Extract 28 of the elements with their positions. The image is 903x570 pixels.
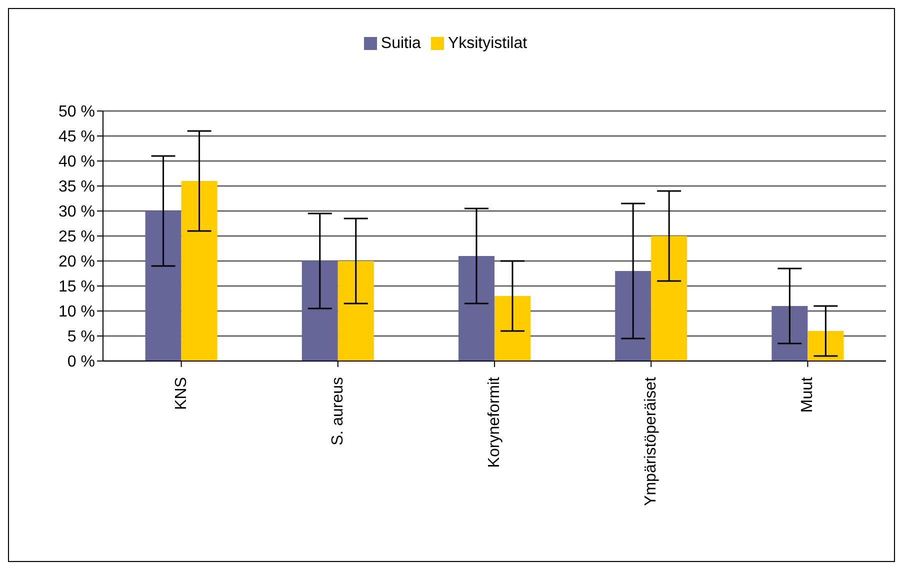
bar <box>338 261 374 361</box>
y-tick-label: 15 % <box>58 278 95 296</box>
y-tick-label: 20 % <box>58 254 95 271</box>
bar <box>145 211 182 361</box>
y-tick-label: 35 % <box>58 178 95 196</box>
x-tick-label: Koryneformit <box>486 376 503 468</box>
bar <box>808 331 844 361</box>
bar <box>458 256 494 361</box>
y-tick-label: 40 % <box>58 154 95 171</box>
legend-label: Suitia <box>380 35 421 52</box>
x-tick-label: Ympäristöperäiset <box>642 376 660 506</box>
bar <box>651 236 688 361</box>
legend-label: Yksityistilat <box>448 35 528 52</box>
bar <box>494 296 530 361</box>
bar <box>772 306 808 361</box>
bar <box>615 271 652 361</box>
y-tick-label: 5 % <box>67 328 95 346</box>
x-tick-label: KNS <box>172 377 190 410</box>
y-tick-label: 45 % <box>58 128 95 146</box>
y-tick-label: 10 % <box>58 304 95 321</box>
y-tick-label: 0 % <box>67 354 95 371</box>
y-tick-label: 50 % <box>58 104 95 121</box>
bar <box>181 181 218 361</box>
bar <box>302 261 338 361</box>
x-tick-label: Muut <box>799 376 816 413</box>
x-tick-label: S. aureus <box>329 377 346 446</box>
y-tick-label: 25 % <box>58 228 95 246</box>
y-tick-label: 30 % <box>58 204 95 221</box>
